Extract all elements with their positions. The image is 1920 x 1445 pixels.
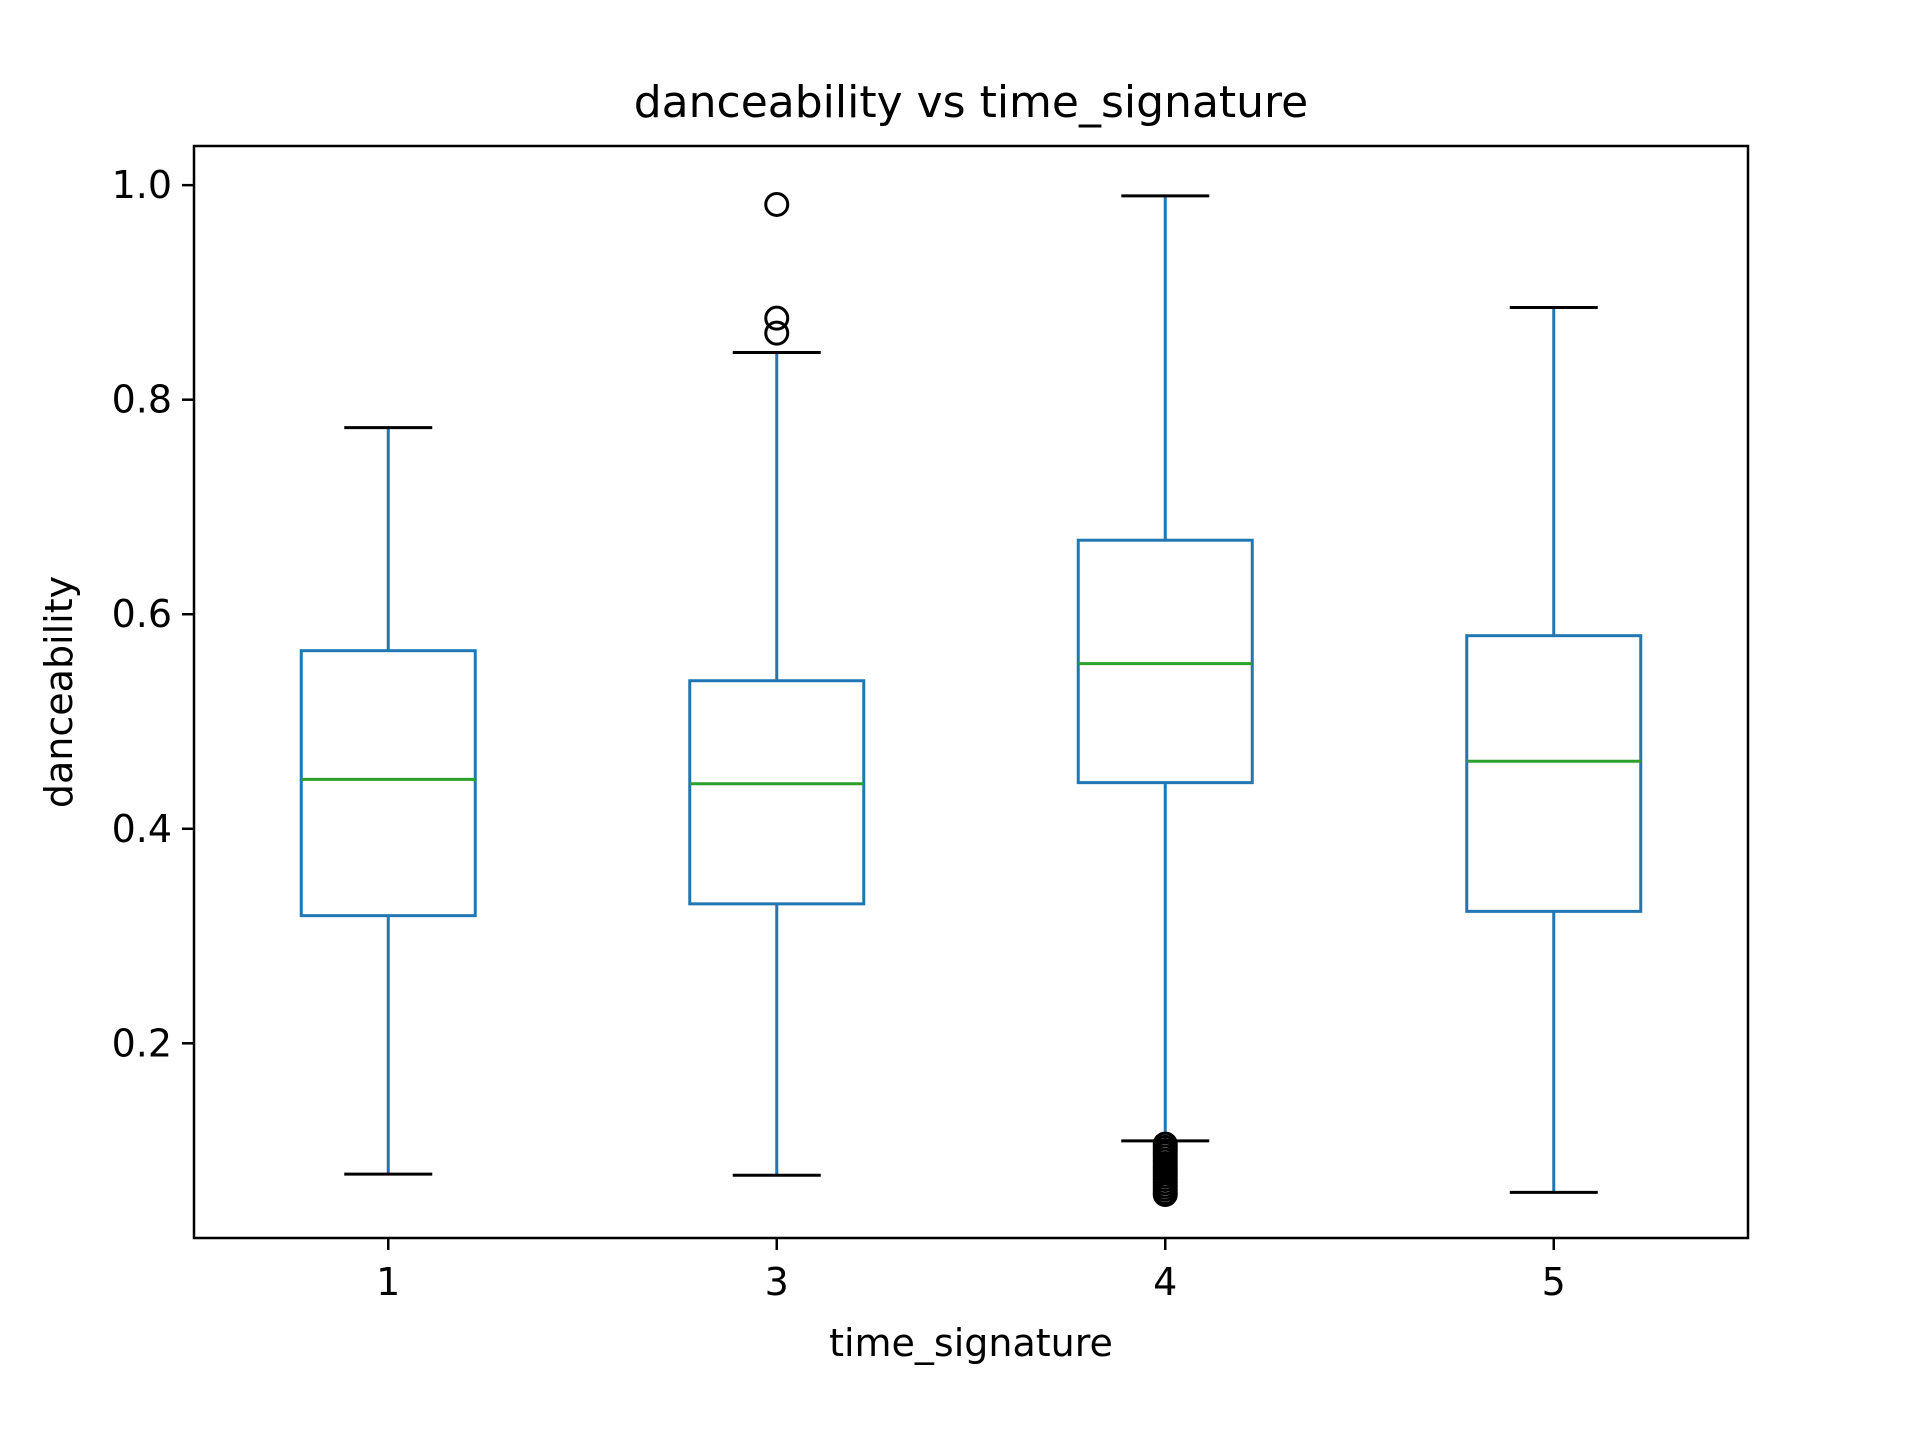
y-tick-label: 1.0 (112, 163, 172, 207)
x-tick-label: 5 (1542, 1260, 1566, 1304)
plot-area (299, 191, 1643, 1208)
x-tick-label: 1 (376, 1260, 400, 1304)
outlier-point (764, 191, 790, 217)
axes-frame (192, 144, 1750, 1240)
box (299, 649, 477, 918)
outlier-point (1152, 1182, 1178, 1208)
outlier-point (764, 305, 790, 331)
box (1076, 538, 1254, 785)
y-tick-label: 0.8 (112, 378, 172, 422)
x-tick-label: 4 (1153, 1260, 1177, 1304)
outlier-point (764, 320, 790, 346)
y-tick-label: 0.2 (112, 1021, 172, 1065)
y-tick-label: 0.6 (112, 592, 172, 636)
x-axis: 1 3 4 5 (376, 1238, 1566, 1304)
y-axis: 0.2 0.4 0.6 0.8 1.0 (112, 163, 194, 1065)
y-axis-label: danceability (37, 576, 81, 808)
x-axis-label: time_signature (829, 1321, 1113, 1365)
box (688, 679, 866, 906)
y-tick-label: 0.4 (112, 807, 172, 851)
box-group-3 (688, 191, 866, 1177)
chart-title: danceability vs time_signature (634, 77, 1309, 128)
box-group-1 (299, 426, 477, 1176)
box-group-4 (1076, 194, 1254, 1208)
box (1465, 634, 1643, 913)
box-group-5 (1465, 305, 1643, 1194)
x-tick-label: 3 (765, 1260, 789, 1304)
